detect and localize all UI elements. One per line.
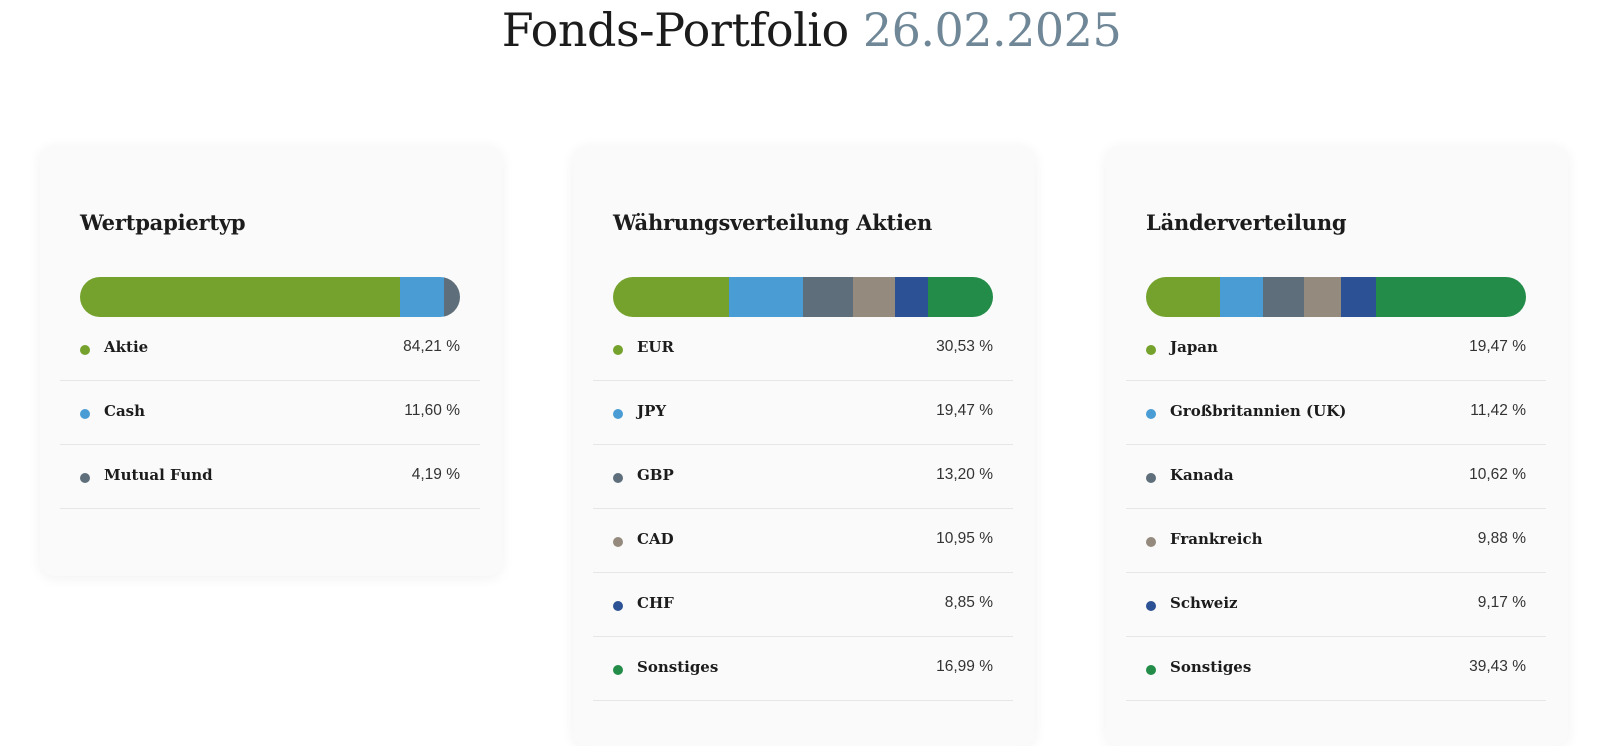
legend-value: 10,95 %	[936, 530, 993, 547]
legend-value: 19,47 %	[1469, 338, 1526, 355]
stacked-bar	[1146, 277, 1526, 317]
page-title-text: Fonds-Portfolio	[501, 3, 849, 57]
legend-item: Japan 19,47 %	[1126, 317, 1546, 381]
bar-segment[interactable]	[853, 277, 895, 317]
legend-item: Frankreich 9,88 %	[1126, 509, 1546, 573]
legend-dot-icon	[80, 345, 90, 355]
legend-dot-icon	[1146, 537, 1156, 547]
card-title: Währungsverteilung Aktien	[613, 210, 933, 235]
legend-item: Sonstiges 16,99 %	[593, 637, 1013, 701]
bar-segment[interactable]	[399, 277, 445, 317]
stacked-bar	[80, 277, 460, 317]
bar-segment[interactable]	[1303, 277, 1342, 317]
legend-item: Schweiz 9,17 %	[1126, 573, 1546, 637]
stacked-bar	[613, 277, 993, 317]
legend-list: EUR 30,53 % JPY 19,47 % GBP 13,20 % CAD 10,95 %…	[593, 317, 1013, 701]
legend-dot-icon	[613, 665, 623, 675]
legend-value: 8,85 %	[944, 594, 993, 611]
legend-dot-icon	[80, 409, 90, 419]
legend-value: 9,88 %	[1477, 530, 1526, 547]
bar-segment[interactable]	[1146, 277, 1220, 317]
legend-label: Japan	[1170, 338, 1218, 356]
legend-label: Aktie	[104, 338, 149, 356]
legend-value: 9,17 %	[1477, 594, 1526, 611]
legend-dot-icon	[613, 473, 623, 483]
page-title-date: 26.02.2025	[862, 3, 1122, 57]
bar-segment[interactable]	[1341, 277, 1377, 317]
legend-label: Mutual Fund	[104, 466, 213, 484]
card-title: Länderverteilung	[1146, 210, 1347, 235]
card-laenderverteilung: Länderverteilung Japan 19,47 % Großbritann…	[1106, 146, 1568, 746]
legend-item: Cash 11,60 %	[60, 381, 480, 445]
legend-dot-icon	[613, 601, 623, 611]
legend-label: Frankreich	[1170, 530, 1263, 548]
legend-label: EUR	[637, 338, 674, 356]
bar-segment[interactable]	[1219, 277, 1264, 317]
legend-value: 30,53 %	[936, 338, 993, 355]
legend-item: Aktie 84,21 %	[60, 317, 480, 381]
legend-item: JPY 19,47 %	[593, 381, 1013, 445]
legend-label: Großbritannien (UK)	[1170, 402, 1347, 420]
bar-segment[interactable]	[894, 277, 929, 317]
card-waehrungsverteilung: Währungsverteilung Aktien EUR 30,53 % JPY 1…	[573, 146, 1035, 746]
legend-value: 13,20 %	[936, 466, 993, 483]
legend-item: Großbritannien (UK) 11,42 %	[1126, 381, 1546, 445]
legend-label: GBP	[637, 466, 674, 484]
legend-value: 19,47 %	[936, 402, 993, 419]
legend-dot-icon	[613, 537, 623, 547]
legend-value: 84,21 %	[403, 338, 460, 355]
bar-segment[interactable]	[928, 277, 993, 317]
legend-dot-icon	[1146, 345, 1156, 355]
legend-label: Sonstiges	[637, 658, 719, 676]
legend-item: CAD 10,95 %	[593, 509, 1013, 573]
legend-value: 11,60 %	[404, 402, 460, 419]
legend-value: 10,62 %	[1469, 466, 1526, 483]
legend-item: Sonstiges 39,43 %	[1126, 637, 1546, 701]
legend-item: Kanada 10,62 %	[1126, 445, 1546, 509]
legend-label: Sonstiges	[1170, 658, 1252, 676]
legend-item: CHF 8,85 %	[593, 573, 1013, 637]
legend-value: 39,43 %	[1469, 658, 1526, 675]
legend-dot-icon	[1146, 601, 1156, 611]
legend-dot-icon	[1146, 409, 1156, 419]
legend-item: EUR 30,53 %	[593, 317, 1013, 381]
page-title: Fonds-Portfolio 26.02.2025	[0, 2, 1623, 58]
bar-segment[interactable]	[729, 277, 803, 317]
legend-dot-icon	[613, 409, 623, 419]
legend-label: Schweiz	[1170, 594, 1238, 612]
legend-item: Mutual Fund 4,19 %	[60, 445, 480, 509]
legend-label: Cash	[104, 402, 146, 420]
legend-list: Aktie 84,21 % Cash 11,60 % Mutual Fund 4,19 %	[60, 317, 480, 509]
bar-segment[interactable]	[1376, 277, 1526, 317]
card-title: Wertpapiertyp	[80, 210, 246, 235]
legend-value: 4,19 %	[411, 466, 460, 483]
legend-dot-icon	[613, 345, 623, 355]
legend-dot-icon	[1146, 665, 1156, 675]
legend-item: GBP 13,20 %	[593, 445, 1013, 509]
card-wertpapiertyp: Wertpapiertyp Aktie 84,21 % Cash 11,60 % Mut…	[40, 146, 502, 576]
legend-label: JPY	[637, 402, 667, 420]
legend-list: Japan 19,47 % Großbritannien (UK) 11,42 % Ka…	[1126, 317, 1546, 701]
legend-label: CAD	[637, 530, 674, 548]
bar-segment[interactable]	[803, 277, 854, 317]
bar-segment[interactable]	[444, 277, 460, 317]
bar-segment[interactable]	[80, 277, 400, 317]
bar-segment[interactable]	[1263, 277, 1304, 317]
legend-value: 11,42 %	[1470, 402, 1526, 419]
legend-dot-icon	[80, 473, 90, 483]
legend-dot-icon	[1146, 473, 1156, 483]
legend-label: Kanada	[1170, 466, 1234, 484]
legend-value: 16,99 %	[936, 658, 993, 675]
bar-segment[interactable]	[613, 277, 730, 317]
legend-label: CHF	[637, 594, 674, 612]
